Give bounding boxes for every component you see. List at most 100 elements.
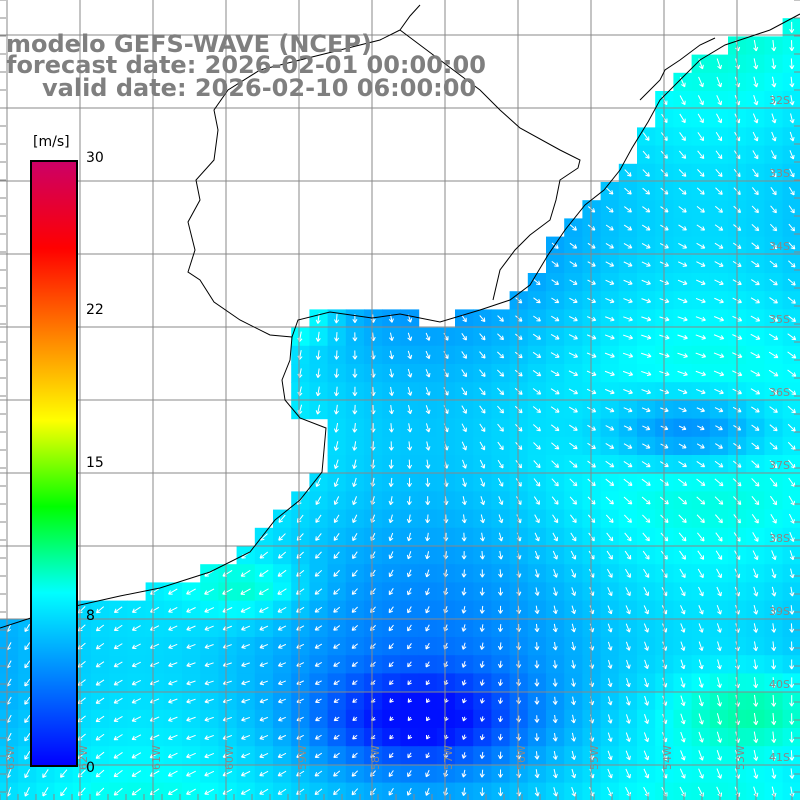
- wind-arrow: [277, 588, 287, 595]
- wind-arrow: [406, 514, 412, 524]
- wind-arrow: [480, 477, 486, 487]
- wind-arrow: [678, 514, 687, 524]
- wind-arrow: [426, 698, 431, 704]
- wind-arrow: [641, 334, 652, 340]
- wind-arrow: [241, 662, 250, 668]
- wind-arrow: [695, 297, 706, 304]
- wind-arrow: [461, 551, 467, 560]
- wind-arrow: [622, 370, 634, 377]
- wind-arrow: [314, 680, 322, 685]
- wind-arrow: [604, 388, 615, 395]
- wind-arrow: [770, 532, 777, 542]
- wind-arrow: [697, 113, 704, 124]
- wind-arrow: [641, 279, 651, 286]
- wind-arrow: [641, 316, 652, 322]
- wind-arrow: [534, 733, 540, 742]
- coastline-path: [0, 13, 800, 629]
- wind-arrow: [461, 734, 467, 740]
- wind-arrow: [714, 478, 724, 487]
- wind-arrow: [479, 459, 486, 469]
- wind-arrow: [642, 514, 651, 523]
- wind-arrow: [551, 315, 560, 322]
- wind-arrow: [315, 551, 322, 559]
- wind-arrow: [716, 586, 722, 597]
- wind-arrow: [388, 606, 394, 614]
- wind-arrow: [751, 442, 760, 450]
- wind-arrow: [333, 788, 341, 796]
- wind-arrow: [624, 169, 632, 177]
- wind-arrow: [607, 750, 613, 761]
- wind-arrow: [222, 662, 232, 668]
- wind-arrow: [406, 551, 412, 560]
- wind-arrow: [497, 679, 503, 687]
- wind-arrow: [60, 787, 68, 797]
- wind-speed-field: [0, 18, 800, 800]
- wind-arrow: [314, 606, 323, 613]
- wind-arrow: [461, 387, 467, 396]
- wind-arrow: [425, 551, 431, 560]
- wind-arrow: [259, 662, 269, 668]
- wind-arrow: [461, 351, 468, 359]
- wind-arrow: [425, 661, 430, 668]
- wind-arrow: [241, 625, 251, 631]
- wind-arrow: [514, 369, 523, 377]
- wind-arrow: [461, 698, 467, 704]
- wind-arrow: [680, 677, 686, 688]
- wind-arrow: [277, 625, 287, 631]
- wind-arrow: [625, 677, 631, 688]
- colorbar-units: [m/s]: [33, 134, 70, 150]
- wind-arrow: [551, 261, 559, 267]
- wind-arrow: [771, 731, 777, 743]
- wind-arrow: [644, 641, 649, 651]
- wind-arrow: [787, 351, 797, 359]
- wind-arrow: [751, 205, 759, 214]
- colorbar-tick-30: 30: [86, 150, 104, 166]
- wind-arrow: [113, 606, 123, 614]
- wind-arrow: [277, 734, 287, 740]
- wind-arrow: [571, 568, 577, 578]
- wind-arrow: [352, 734, 358, 740]
- wind-arrow: [678, 242, 688, 249]
- wind-arrow: [462, 716, 467, 722]
- wind-arrow: [24, 660, 31, 669]
- wind-arrow: [407, 606, 412, 614]
- wind-arrow: [334, 386, 340, 397]
- wind-arrow: [677, 261, 688, 267]
- wind-arrow: [696, 388, 706, 395]
- wind-arrow: [479, 387, 486, 396]
- wind-arrow: [644, 695, 650, 706]
- wind-arrow: [333, 533, 340, 541]
- wind-arrow: [406, 569, 412, 578]
- longitude-labels: 63W 62W 61W 60W 59W 58W 57W 56W 55W 54W 53W: [4, 745, 747, 770]
- wind-arrow: [604, 370, 615, 377]
- wind-arrow: [186, 698, 196, 704]
- wind-arrow: [753, 95, 759, 106]
- wind-arrow: [570, 696, 576, 706]
- wind-arrow: [751, 187, 759, 196]
- wind-arrow: [425, 459, 431, 469]
- wind-arrow: [551, 442, 560, 450]
- colorbar-tick-8: 8: [86, 608, 95, 624]
- wind-arrow: [388, 588, 394, 596]
- wind-arrow: [425, 514, 431, 524]
- wind-arrow: [606, 568, 613, 578]
- wind-arrow: [479, 569, 485, 578]
- wind-arrow: [514, 351, 523, 359]
- wind-arrow: [607, 659, 613, 669]
- wind-arrow: [769, 242, 778, 250]
- wind-arrow: [24, 787, 30, 797]
- wind-arrow: [333, 698, 340, 703]
- wind-arrow: [569, 424, 578, 431]
- wind-arrow: [259, 716, 269, 722]
- wind-arrow: [532, 333, 542, 340]
- wind-arrow: [787, 278, 796, 286]
- wind-arrow: [515, 441, 523, 450]
- wind-arrow: [716, 659, 722, 670]
- wind-arrow: [352, 404, 358, 415]
- wind-arrow: [168, 698, 178, 704]
- wind-arrow: [623, 514, 632, 523]
- wind-arrow: [769, 297, 778, 304]
- wind-arrow: [769, 477, 778, 487]
- wind-arrow: [605, 242, 614, 249]
